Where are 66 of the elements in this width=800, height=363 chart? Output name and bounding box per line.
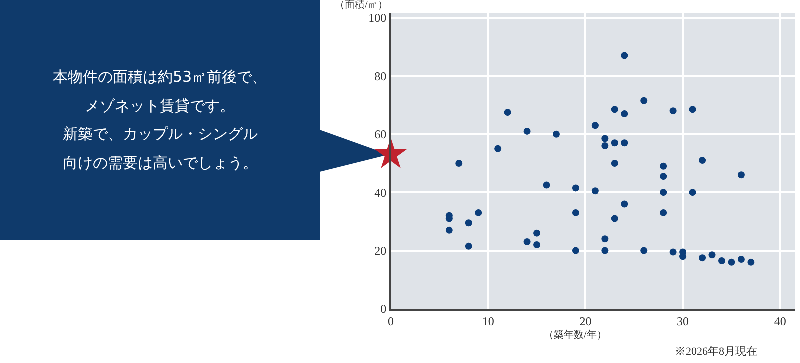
point (465, 220, 472, 227)
point (475, 209, 482, 216)
point (718, 257, 726, 264)
point (670, 248, 677, 256)
point (660, 189, 668, 196)
point (660, 209, 668, 216)
point (699, 254, 706, 262)
point (524, 128, 531, 135)
point (534, 241, 541, 248)
point (621, 200, 628, 208)
point (611, 140, 618, 147)
point (728, 258, 736, 266)
point (552, 130, 560, 138)
point (602, 247, 609, 254)
point (621, 140, 628, 147)
point (670, 108, 677, 115)
text: ※2026年8月現在 (675, 346, 758, 358)
y-tick-label: 0 (380, 302, 387, 316)
point (611, 106, 618, 114)
point (456, 160, 463, 167)
point (660, 173, 668, 180)
point (494, 145, 502, 152)
point (680, 253, 687, 260)
point (689, 189, 696, 196)
y-axis-title: （面積/㎡） (335, 0, 388, 11)
point (621, 52, 628, 60)
point (708, 252, 716, 259)
point (611, 215, 618, 222)
x-tick-label: 30 (677, 314, 690, 328)
text: メゾネット賃貸です。 (85, 97, 235, 115)
y-tick-label: 80 (374, 69, 387, 84)
point (738, 256, 745, 264)
point (602, 135, 609, 142)
point (602, 142, 609, 150)
y-tick-label: 60 (374, 128, 387, 142)
point (465, 242, 472, 250)
point (446, 226, 453, 234)
y-tick-label: 100 (368, 11, 387, 26)
point (738, 172, 745, 179)
x-tick-label: 10 (482, 314, 494, 328)
point (699, 157, 706, 164)
point (640, 97, 648, 104)
x-tick-label: 40 (774, 314, 786, 328)
x-tick-label: 20 (580, 314, 592, 328)
point (748, 258, 755, 266)
point (534, 230, 541, 237)
text: 本物件の面積は約53㎡前後で、 (53, 68, 268, 86)
point (572, 247, 580, 254)
point (504, 109, 512, 116)
point (611, 160, 618, 167)
point (602, 236, 609, 243)
y-tick-label: 40 (374, 186, 387, 200)
y-tick-label: 20 (374, 244, 387, 258)
point (689, 106, 696, 114)
point (572, 184, 580, 192)
point (572, 209, 580, 216)
point (621, 110, 628, 118)
point (640, 247, 648, 254)
point (592, 188, 599, 195)
point (592, 122, 599, 130)
point (543, 182, 550, 189)
text: 向けの需要は高いでしょう。 (63, 154, 258, 172)
text: 新築で、カップル・シングル (63, 125, 258, 143)
point (524, 238, 531, 246)
point (660, 162, 668, 170)
x-axis-title: （築年数/年） (544, 329, 607, 341)
